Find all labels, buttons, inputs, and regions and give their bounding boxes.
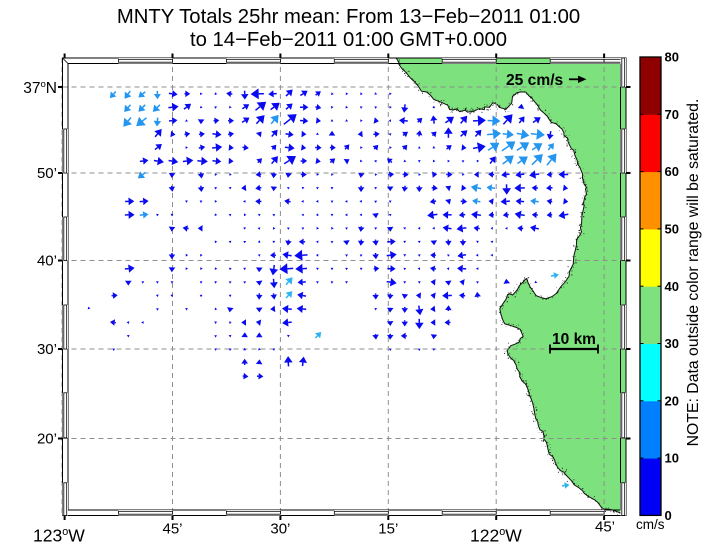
svg-text:15’: 15’ (378, 521, 398, 538)
svg-text:25 cm/s: 25 cm/s (506, 72, 564, 89)
svg-text:20: 20 (665, 393, 679, 408)
svg-text:30’: 30’ (37, 341, 57, 358)
svg-text:10: 10 (665, 451, 679, 466)
svg-text:to 14−Feb−2011 01:00 GMT+0.000: to 14−Feb−2011 01:00 GMT+0.000 (190, 29, 507, 51)
svg-text:cm/s: cm/s (636, 517, 665, 532)
svg-text:0: 0 (665, 508, 672, 523)
svg-text:70: 70 (665, 107, 679, 122)
svg-text:45’: 45’ (162, 521, 182, 538)
svg-text:40: 40 (665, 279, 679, 294)
svg-text:MNTY Totals 25hr mean: From 13: MNTY Totals 25hr mean: From 13−Feb−2011 … (117, 6, 580, 28)
svg-text:50’: 50’ (37, 165, 57, 182)
svg-text:30: 30 (665, 336, 679, 351)
svg-text:123oW: 123oW (33, 526, 85, 546)
svg-text:30’: 30’ (270, 521, 290, 538)
svg-text:122oW: 122oW (470, 526, 522, 546)
svg-text:50: 50 (665, 222, 679, 237)
svg-text:10 km: 10 km (552, 331, 596, 348)
svg-text:60: 60 (665, 164, 679, 179)
svg-text:45’: 45’ (595, 519, 615, 536)
svg-text:20’: 20’ (37, 431, 57, 448)
svg-text:40’: 40’ (37, 253, 57, 270)
svg-text:80: 80 (665, 50, 679, 65)
svg-text:37oN: 37oN (23, 79, 57, 97)
svg-text:NOTE: Data outside color range: NOTE: Data outside color range will be s… (685, 99, 702, 447)
